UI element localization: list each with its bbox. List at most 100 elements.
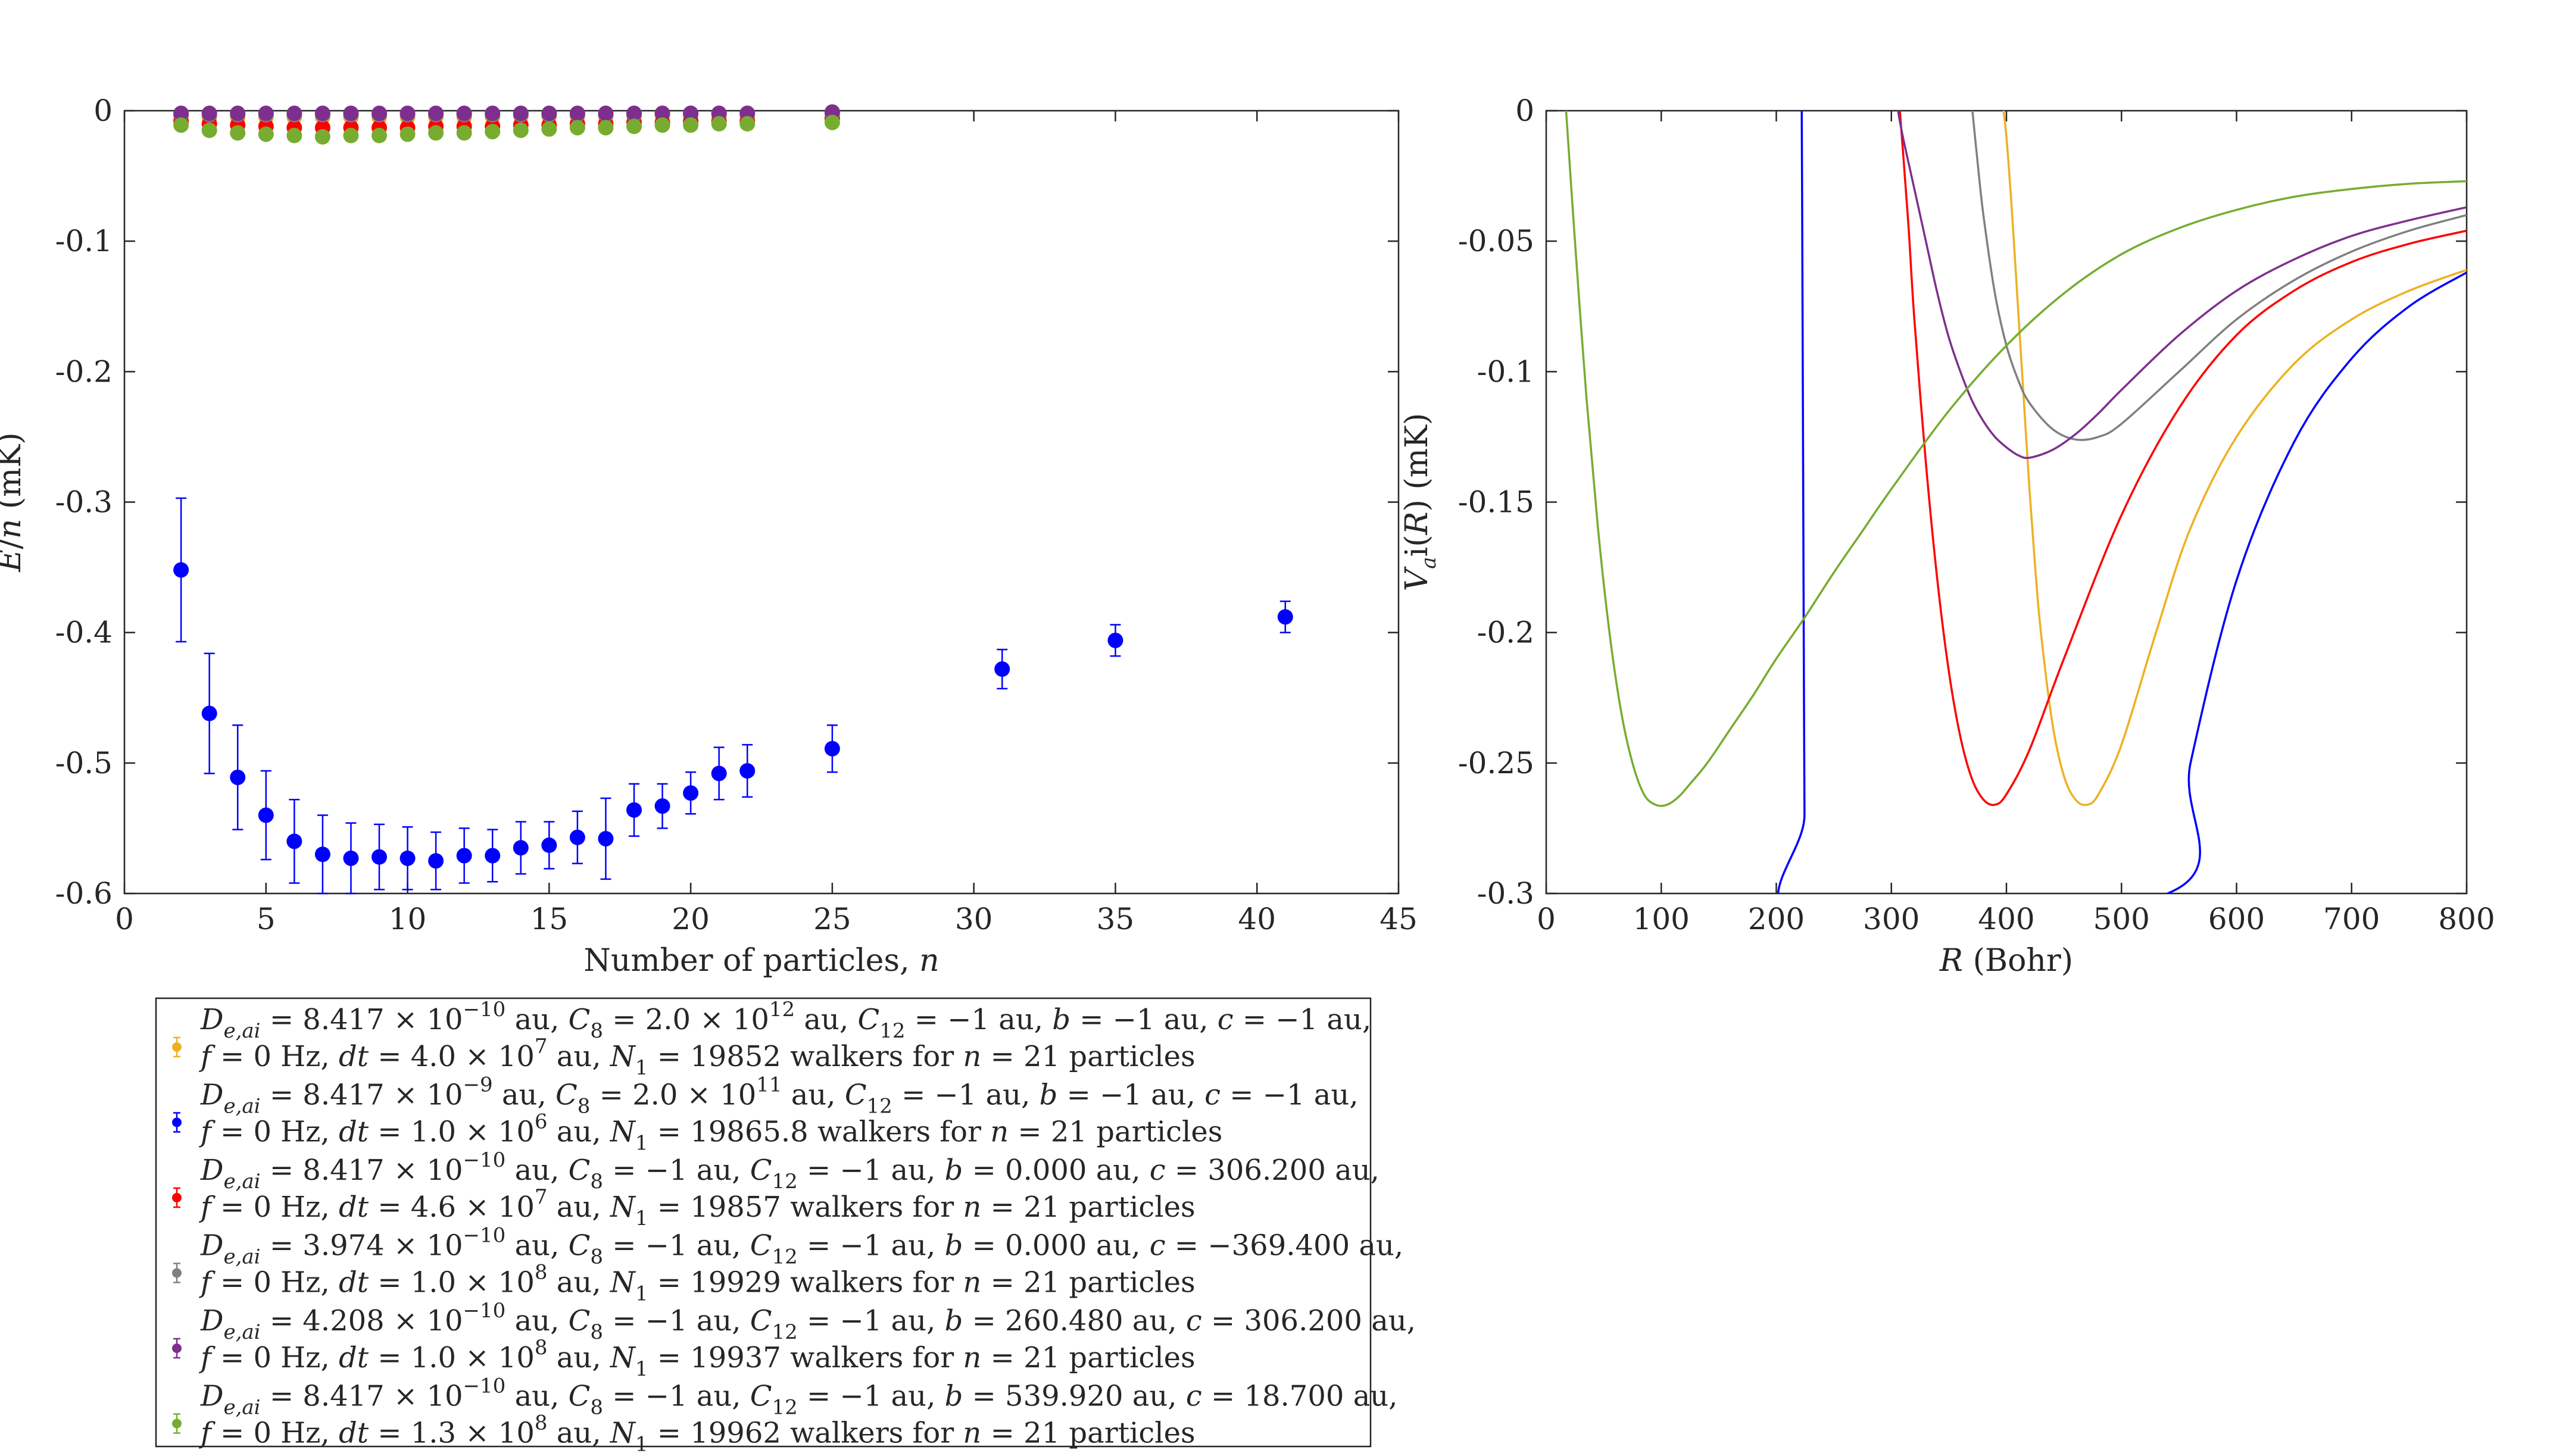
x-tick-label: 40 <box>1238 902 1276 936</box>
data-point <box>541 837 557 853</box>
series-line-2 <box>1899 111 2467 807</box>
data-point <box>683 785 699 801</box>
data-point <box>513 122 529 138</box>
legend-marker <box>172 1042 182 1052</box>
data-point <box>201 122 217 138</box>
legend-marker <box>172 1418 182 1429</box>
x-tick-label: 45 <box>1379 902 1418 936</box>
data-point <box>286 833 302 849</box>
data-point <box>201 105 217 121</box>
series-4 <box>173 104 840 121</box>
data-point <box>569 829 585 845</box>
x-tick-label: 10 <box>389 902 427 936</box>
data-point <box>399 105 416 121</box>
data-point <box>683 105 699 121</box>
data-point <box>456 125 472 141</box>
data-point <box>173 562 189 578</box>
legend-text-line2: f = 0 Hz, dt = 4.6 × 107 au, N1 = 19857 … <box>199 1185 1196 1230</box>
data-point <box>626 105 642 121</box>
data-point <box>314 129 330 145</box>
legend-entry-5: De,ai = 8.417 × 10−10 au, C8 = −1 au, C1… <box>172 1374 1397 1456</box>
series-line-3 <box>1971 111 2467 441</box>
data-point <box>372 105 387 121</box>
y-tick-label: 0 <box>1515 93 1534 128</box>
data-point <box>994 661 1010 677</box>
potential-curves-chart: 0 100 200 300 400 500 600 700 800 0 -0.05 -0.1 -0.15… <box>1399 93 2495 979</box>
x-tick-label: 25 <box>813 902 851 936</box>
x-tick-label: 30 <box>955 902 993 936</box>
legend-box <box>155 997 1372 1448</box>
x-tick-label: 500 <box>2093 902 2150 936</box>
legend-text-line2: f = 0 Hz, dt = 1.3 × 108 au, N1 = 19962 … <box>199 1411 1196 1456</box>
x-tick-label: 800 <box>2438 902 2495 936</box>
data-point <box>598 105 614 121</box>
data-point <box>314 105 330 121</box>
data-point <box>173 105 189 121</box>
y-tick-label: -0.6 <box>55 876 113 911</box>
y-tick-label: -0.3 <box>1477 876 1534 911</box>
data-point <box>343 105 359 121</box>
legend-marker <box>172 1117 182 1127</box>
legend-text-line2: f = 0 Hz, dt = 4.0 × 107 au, N1 = 19852 … <box>199 1035 1196 1080</box>
legend-entry-4: De,ai = 4.208 × 10−10 au, C8 = −1 au, C1… <box>172 1299 1416 1381</box>
legend-entry-3: De,ai = 3.974 × 10−10 au, C8 = −1 au, C1… <box>172 1224 1403 1306</box>
x-tick-label: 5 <box>257 902 276 936</box>
data-point <box>513 105 529 121</box>
x-tick-label: 700 <box>2323 902 2380 936</box>
x-tick-label: 400 <box>1978 902 2034 936</box>
y-axis-label: E/n (mK) <box>0 432 28 572</box>
data-point <box>541 121 557 137</box>
series-line-1 <box>1777 111 2467 893</box>
data-point <box>626 802 642 818</box>
data-point <box>456 848 472 864</box>
y-tick-label: -0.4 <box>55 615 113 650</box>
data-point <box>598 830 614 846</box>
data-point <box>683 117 699 133</box>
data-point <box>598 120 614 136</box>
legend-text-line1: De,ai = 8.417 × 10−9 au, C8 = 2.0 × 1011… <box>200 1073 1359 1118</box>
y-tick-label: -0.25 <box>1458 746 1534 780</box>
data-point <box>428 105 444 121</box>
data-point <box>513 840 529 856</box>
series-1 <box>173 497 1293 895</box>
y-tick-label: -0.15 <box>1458 485 1534 520</box>
data-point <box>739 115 756 132</box>
data-point <box>343 850 359 866</box>
data-point <box>654 117 670 133</box>
x-tick-label: 15 <box>530 902 569 936</box>
data-point <box>456 105 472 121</box>
legend-text-line2: f = 0 Hz, dt = 1.0 × 108 au, N1 = 19937 … <box>199 1336 1196 1381</box>
legend-entry-0: De,ai = 8.417 × 10−10 au, C8 = 2.0 × 101… <box>172 998 1371 1080</box>
x-tick-label: 600 <box>2208 902 2265 936</box>
data-point <box>201 705 217 721</box>
x-tick-label: 0 <box>115 902 134 936</box>
data-point <box>428 853 444 869</box>
y-tick-label: -0.2 <box>1477 615 1534 650</box>
x-tick-label: 20 <box>672 902 710 936</box>
data-point <box>654 105 670 121</box>
data-point <box>428 125 444 141</box>
series-line-4 <box>1897 111 2467 460</box>
data-point <box>286 127 302 143</box>
data-point <box>399 126 416 142</box>
series-5 <box>173 114 840 145</box>
data-lines <box>1565 111 2467 893</box>
y-tick-label: -0.5 <box>55 746 113 780</box>
data-point <box>230 769 246 785</box>
data-point <box>485 105 501 121</box>
data-point <box>824 114 840 130</box>
data-point <box>569 105 585 121</box>
x-tick-label: 100 <box>1633 902 1690 936</box>
data-point <box>711 115 727 132</box>
data-point <box>485 848 501 864</box>
legend-entry-2: De,ai = 8.417 × 10−10 au, C8 = −1 au, C1… <box>172 1148 1379 1230</box>
data-point <box>372 127 387 143</box>
plot-area <box>123 110 1400 895</box>
legend-text-line1: De,ai = 8.417 × 10−10 au, C8 = 2.0 × 101… <box>200 998 1371 1043</box>
legend-marker <box>172 1268 182 1278</box>
x-tick-label: 300 <box>1863 902 1919 936</box>
data-point <box>654 798 670 814</box>
data-point <box>173 117 189 133</box>
x-axis-label: Number of particles, n <box>583 943 939 979</box>
